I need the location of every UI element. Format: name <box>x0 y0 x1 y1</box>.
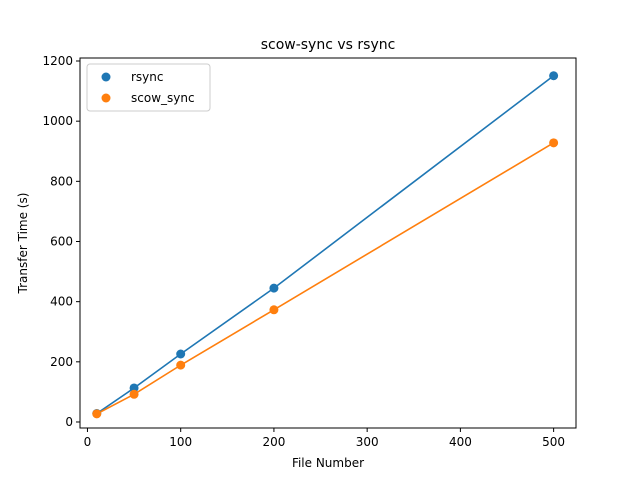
y-tick-label: 0 <box>65 415 73 429</box>
x-tick-label: 500 <box>542 435 565 449</box>
legend-marker-scow_sync <box>101 93 111 103</box>
data-point-rsync <box>549 71 559 81</box>
legend-label-scow_sync: scow_sync <box>131 91 195 105</box>
x-tick-label: 300 <box>356 435 379 449</box>
y-axis-label: Transfer Time (s) <box>16 193 30 295</box>
data-point-scow_sync <box>92 409 102 419</box>
data-point-rsync <box>269 283 279 293</box>
data-point-rsync <box>176 349 186 359</box>
legend-label-rsync: rsync <box>131 70 164 84</box>
legend-box <box>86 63 211 112</box>
legend-marker-rsync <box>101 72 111 82</box>
data-point-rsync <box>129 383 139 393</box>
y-tick-label: 800 <box>50 174 73 188</box>
y-tick-label: 1200 <box>42 54 73 68</box>
y-tick-label: 200 <box>50 355 73 369</box>
plot-frame <box>79 57 577 429</box>
data-point-scow_sync <box>176 360 186 370</box>
y-tick-label: 1000 <box>42 114 73 128</box>
y-tick-label: 400 <box>50 295 73 309</box>
series-line-scow_sync <box>96 142 555 415</box>
data-point-scow_sync <box>129 389 139 399</box>
data-point-scow_sync <box>549 138 559 148</box>
x-tick-label: 400 <box>449 435 472 449</box>
x-axis-label: File Number <box>292 456 364 470</box>
y-tick-label: 600 <box>50 234 73 248</box>
x-tick-label: 100 <box>169 435 192 449</box>
x-tick-label: 200 <box>262 435 285 449</box>
data-point-scow_sync <box>269 305 279 315</box>
chart-title: scow-sync vs rsync <box>261 37 396 53</box>
series-line-rsync <box>96 75 555 415</box>
x-tick-label: 0 <box>84 435 92 449</box>
